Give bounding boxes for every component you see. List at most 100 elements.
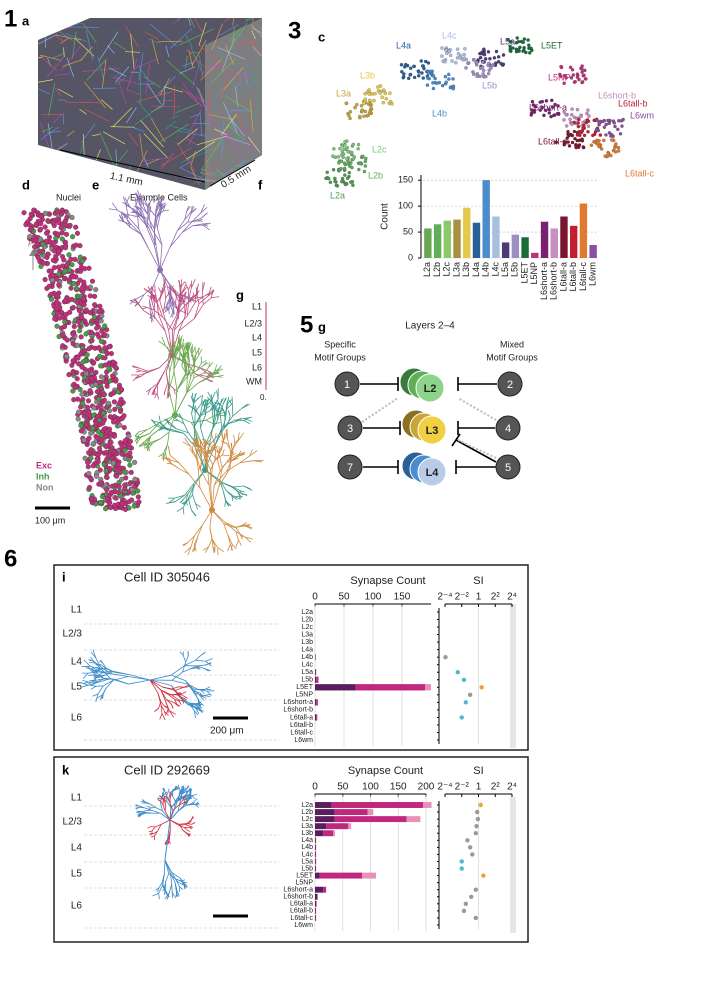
neurite: [143, 306, 148, 308]
neurite: [83, 673, 88, 678]
legend-label: Exc: [36, 460, 52, 470]
nucleus: [112, 434, 117, 439]
nucleus: [88, 294, 93, 299]
x-tick-label: 1: [476, 782, 482, 793]
category-label: L6short-a: [283, 887, 313, 894]
cluster-dot: [427, 71, 430, 74]
neurite: [169, 841, 170, 844]
fiber: [31, 41, 38, 46]
nucleus: [65, 338, 70, 343]
neurite: [128, 680, 150, 684]
neurite: [196, 660, 206, 661]
nucleus: [76, 410, 81, 415]
category-label: L6tall-a: [290, 714, 313, 721]
neurite: [220, 412, 222, 427]
nucleus: [99, 339, 104, 344]
cluster-dot: [427, 61, 430, 64]
neurite: [212, 392, 215, 400]
nucleus: [43, 225, 48, 230]
group-label: 1: [344, 379, 350, 391]
category-label: L4a: [301, 837, 313, 844]
cluster-dot: [487, 62, 490, 65]
nucleus: [88, 476, 93, 481]
cluster-dot: [604, 154, 607, 157]
nucleus: [111, 461, 116, 466]
nucleus: [69, 286, 74, 291]
nucleus: [52, 249, 57, 254]
bar-segment: [326, 823, 348, 829]
nucleus: [104, 380, 109, 385]
category-label: L2a: [301, 609, 313, 616]
category-label: L4b: [301, 844, 313, 851]
panel-letter: f: [258, 177, 263, 192]
cluster-dot: [435, 82, 438, 85]
bar-segment: [316, 837, 317, 843]
bar-segment: [333, 830, 335, 836]
si-point: [468, 845, 472, 849]
nucleus: [84, 286, 89, 291]
neurite: [185, 305, 186, 317]
nucleus: [84, 308, 89, 313]
neurite: [180, 281, 185, 288]
cluster-dot: [617, 146, 620, 149]
nucleus: [52, 316, 57, 321]
cluster-dot: [368, 99, 371, 102]
cluster-dot: [573, 137, 576, 140]
nucleus: [54, 300, 59, 305]
nucleus: [79, 423, 84, 428]
category-label: L2b: [301, 809, 313, 816]
cluster-dot: [351, 180, 354, 183]
nucleus: [61, 333, 66, 338]
cluster-dot: [359, 162, 362, 165]
cluster-dot: [524, 51, 527, 54]
cluster-dot: [484, 57, 487, 60]
figure-number: 3: [288, 17, 301, 44]
nucleus: [136, 494, 141, 499]
legend-label: Inh: [36, 471, 50, 481]
cluster-dot: [609, 154, 612, 157]
neurite: [82, 685, 88, 687]
neurite: [83, 682, 89, 683]
bar-segment: [315, 915, 316, 921]
category-label: L5NP: [295, 692, 313, 699]
cluster-dot: [472, 73, 475, 76]
cluster-dot: [481, 65, 484, 68]
neurite: [222, 449, 224, 455]
nucleus: [98, 363, 103, 368]
neurite: [170, 360, 173, 372]
category-label: L6tall-a: [290, 901, 313, 908]
x-tick-label: 2⁻²: [455, 592, 470, 603]
cluster-dot: [344, 183, 347, 186]
nucleus: [82, 302, 87, 307]
cluster-dot: [549, 115, 552, 118]
x-tick-label: L5ET: [519, 262, 529, 284]
nucleus: [56, 249, 61, 254]
group-label: 2: [507, 379, 513, 391]
nucleus: [122, 413, 127, 418]
neurite: [148, 827, 151, 829]
cluster-dot: [451, 77, 454, 80]
neurite: [174, 703, 180, 706]
layer-label: L6: [71, 713, 83, 724]
category-label: L6tall-b: [290, 908, 313, 915]
nucleus: [127, 434, 132, 439]
nucleus: [90, 279, 95, 284]
bar-segment: [315, 894, 317, 900]
bar-segment: [315, 873, 319, 879]
neurite: [148, 368, 159, 371]
cluster-dot: [385, 97, 388, 100]
cluster-dot: [599, 134, 602, 137]
cluster-dot: [489, 66, 492, 69]
x-tick-label: L6tall-b: [568, 262, 578, 292]
tick-label: 0.: [260, 393, 267, 402]
neurite: [210, 528, 212, 539]
neurite: [158, 371, 165, 383]
panel-title: Nuclei: [56, 192, 81, 202]
cluster-dot: [579, 115, 582, 118]
neurite: [91, 686, 96, 689]
cluster-dot: [420, 71, 423, 74]
nucleus: [71, 332, 76, 337]
cluster-dot: [382, 101, 385, 104]
neurite: [244, 486, 253, 491]
neurite: [194, 305, 203, 319]
